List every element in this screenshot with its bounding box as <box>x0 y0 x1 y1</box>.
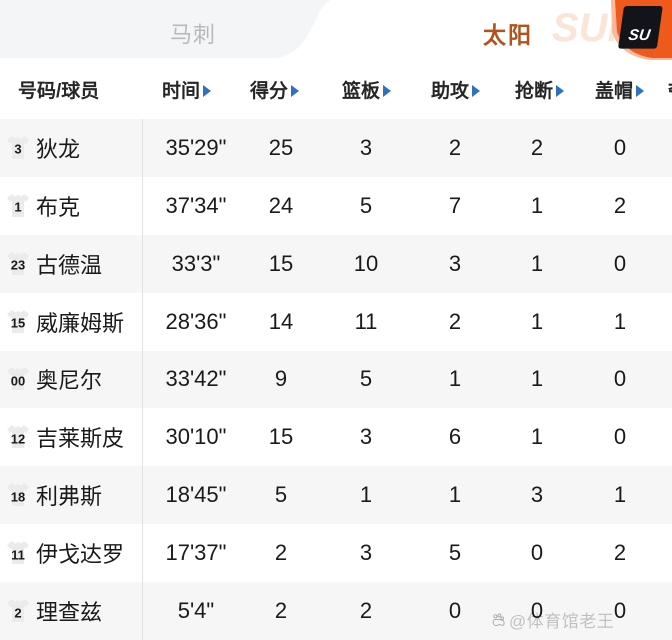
svg-text:SU: SU <box>627 27 652 44</box>
